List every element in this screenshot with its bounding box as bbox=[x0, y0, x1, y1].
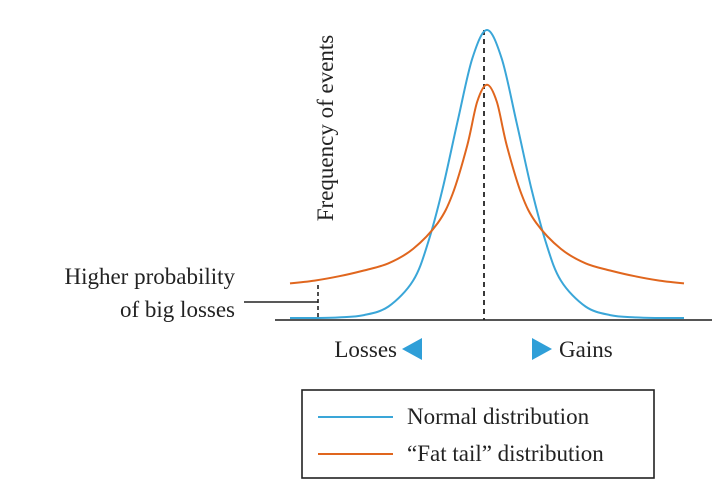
gains-label: Gains bbox=[559, 337, 613, 362]
series-line-fat-tail bbox=[289, 83, 685, 285]
legend: Normal distribution “Fat tail” distribut… bbox=[301, 389, 655, 479]
y-axis-label: Frequency of events bbox=[313, 35, 338, 222]
annotation-line-2: of big losses bbox=[120, 297, 235, 322]
annotation-line-1: Higher probability bbox=[64, 264, 235, 289]
series-line-normal bbox=[289, 29, 685, 320]
right-arrow-icon bbox=[532, 338, 552, 360]
legend-label-normal: Normal distribution bbox=[407, 404, 590, 429]
left-arrow-icon bbox=[402, 338, 422, 360]
losses-label: Losses bbox=[334, 337, 397, 362]
legend-label-fat-tail: “Fat tail” distribution bbox=[407, 441, 604, 466]
series-layer bbox=[289, 29, 685, 320]
legend-box bbox=[301, 389, 655, 479]
